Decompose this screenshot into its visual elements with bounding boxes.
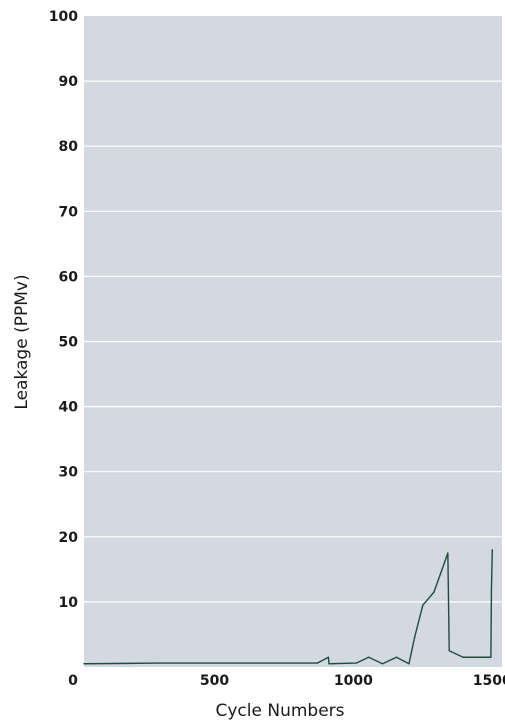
y-tick-label-60: 60 — [59, 269, 79, 285]
x-tick-label-1000: 1000 — [334, 673, 373, 689]
data-point — [408, 663, 410, 665]
origin-tick-label: 0 — [68, 673, 78, 689]
y-tick-label-100: 100 — [49, 9, 78, 25]
x-axis-ticks: 0 500 1000 1500 — [68, 673, 505, 689]
y-tick-label-40: 40 — [59, 400, 79, 416]
data-point — [490, 588, 493, 590]
data-point — [83, 663, 85, 665]
data-point — [422, 604, 424, 606]
y-tick-label-90: 90 — [59, 74, 79, 90]
y-tick-label-70: 70 — [59, 204, 79, 220]
data-point — [447, 552, 449, 554]
y-axis-ticks: 10 20 30 40 50 60 70 80 90 100 — [49, 9, 78, 611]
series-line-0 — [83, 549, 493, 665]
y-tick-label-80: 80 — [59, 139, 79, 155]
data-point — [462, 656, 464, 658]
data-point — [491, 549, 493, 551]
data-point — [158, 662, 160, 664]
data-point — [367, 656, 370, 658]
data-point — [328, 663, 330, 665]
data-point — [316, 662, 319, 664]
gridlines — [84, 80, 502, 603]
x-axis-label: Cycle Numbers — [215, 701, 344, 721]
y-tick-label-10: 10 — [59, 595, 79, 611]
data-point — [327, 656, 330, 658]
data-point — [381, 663, 384, 665]
y-tick-label-50: 50 — [59, 335, 79, 351]
y-tick-label-20: 20 — [59, 530, 79, 546]
data-point — [355, 662, 357, 664]
data-point — [433, 591, 435, 593]
data-point — [241, 662, 244, 664]
series-layer — [83, 549, 493, 665]
y-tick-label-30: 30 — [59, 465, 79, 481]
x-tick-label-500: 500 — [200, 673, 229, 689]
y-axis-label: Leakage (PPMv) — [12, 274, 32, 409]
data-point — [448, 650, 450, 652]
data-point — [490, 656, 492, 658]
data-point — [413, 637, 416, 639]
x-tick-label-1500: 1500 — [473, 673, 505, 689]
data-point — [395, 656, 398, 658]
